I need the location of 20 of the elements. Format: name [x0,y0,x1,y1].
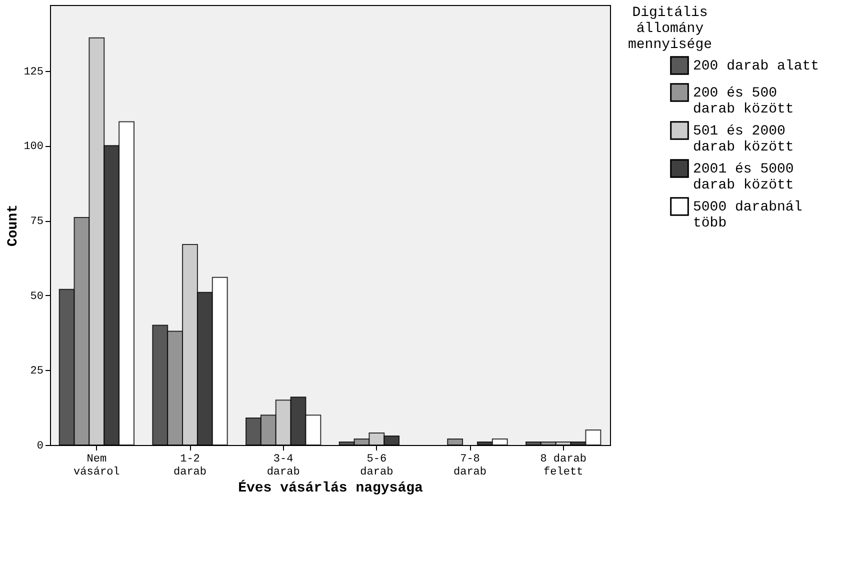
legend-label: 200 darab alatt [693,58,820,74]
x-tick-label: 8 darab felett [540,454,586,478]
x-tick-label: 1-2 darab [173,454,207,478]
x-tick-label: 5-6 darab [360,454,394,478]
x-tick-label: Nem vásárol [74,454,120,478]
y-tick-label: 125 [24,66,44,78]
y-tick-label: 25 [30,366,44,378]
y-tick-label: 50 [30,290,44,303]
y-tick-label: 75 [30,216,44,228]
legend-label: 2001 és 5000 darab között [693,162,794,194]
legend-label: 200 és 500 darab között [693,86,794,118]
legend-label: 501 és 2000 darab között [693,124,794,156]
x-tick-label: 7-8 darab [453,454,487,478]
y-axis-title: Count [6,204,22,247]
y-tick-label: 0 [36,440,44,452]
legend-title: Digitális állomány mennyisége [628,5,712,53]
legend-label: 5000 darabnál több [693,200,802,232]
x-axis-title: Éves vásárlás nagysága [238,480,424,496]
x-tick-label: 3-4 darab [266,454,300,478]
y-tick-label: 100 [24,141,44,154]
